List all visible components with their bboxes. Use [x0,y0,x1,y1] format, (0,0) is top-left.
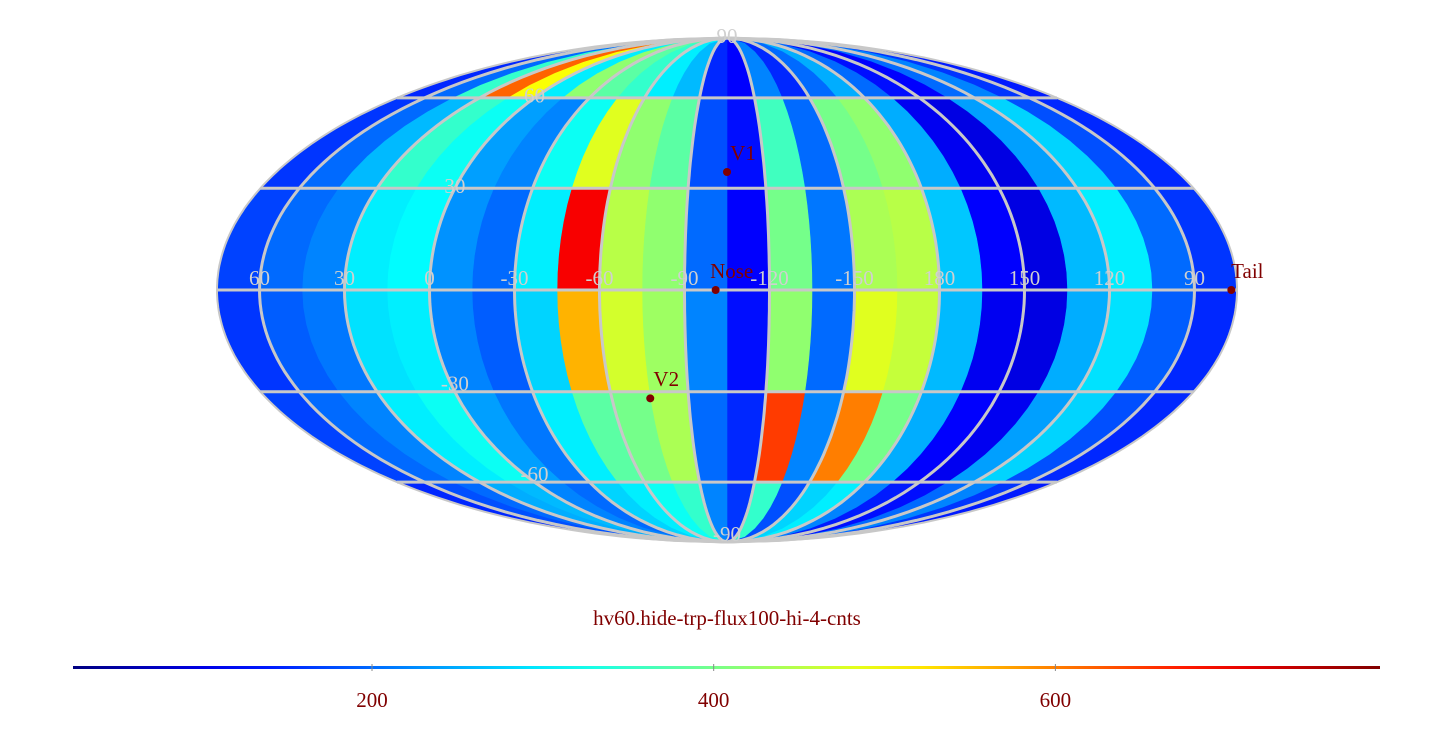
lat-tick-label: -60 [520,462,548,486]
marker-label: Nose [710,259,753,283]
lon-tick-label: 90 [1184,266,1205,290]
colorbar-tick-label: 200 [356,688,388,712]
marker [711,286,720,294]
lat-tick-label: -90 [713,522,741,546]
marker [723,168,731,177]
cell [684,289,728,393]
map-border [216,36,1238,544]
lon-tick-label: -150 [835,266,874,290]
lon-tick-label: -90 [671,266,699,290]
marker [646,394,655,403]
lon-tick-label: -120 [750,266,789,290]
lon-tick-label: 30 [334,266,355,290]
colorbar-bar [73,666,1380,669]
lon-tick-label: -60 [586,266,614,290]
lon-tick-label: 180 [924,266,956,290]
marker [1227,286,1236,294]
labels: 60 30 0 -30 -60 -90 -120 -150 180 150 120 90 90 60 30 -… [249,24,1264,546]
marker-label: V2 [653,367,679,391]
colorbar: 200 400 600 [73,664,1380,712]
lon-tick-label: 0 [424,266,435,290]
lon-tick-label: 120 [1094,266,1126,290]
graticule [216,36,1238,544]
colorbar-tick-label: 400 [698,688,730,712]
marker-label: V1 [730,141,756,165]
marker-label: Tail [1231,259,1264,283]
lat-tick-label: 60 [524,84,545,108]
lat-tick-label: 90 [717,24,738,48]
lon-tick-label: -30 [501,266,529,290]
colorbar-tick-label: 600 [1040,688,1072,712]
lon-tick-label: 60 [249,266,270,290]
cell [765,289,813,393]
lat-tick-label: -30 [441,372,469,396]
lat-tick-label: 30 [444,174,465,198]
lon-tick-label: 150 [1009,266,1041,290]
cell [726,289,770,393]
chart-title: hv60.hide-trp-flux100-hi-4-cnts [593,606,861,630]
